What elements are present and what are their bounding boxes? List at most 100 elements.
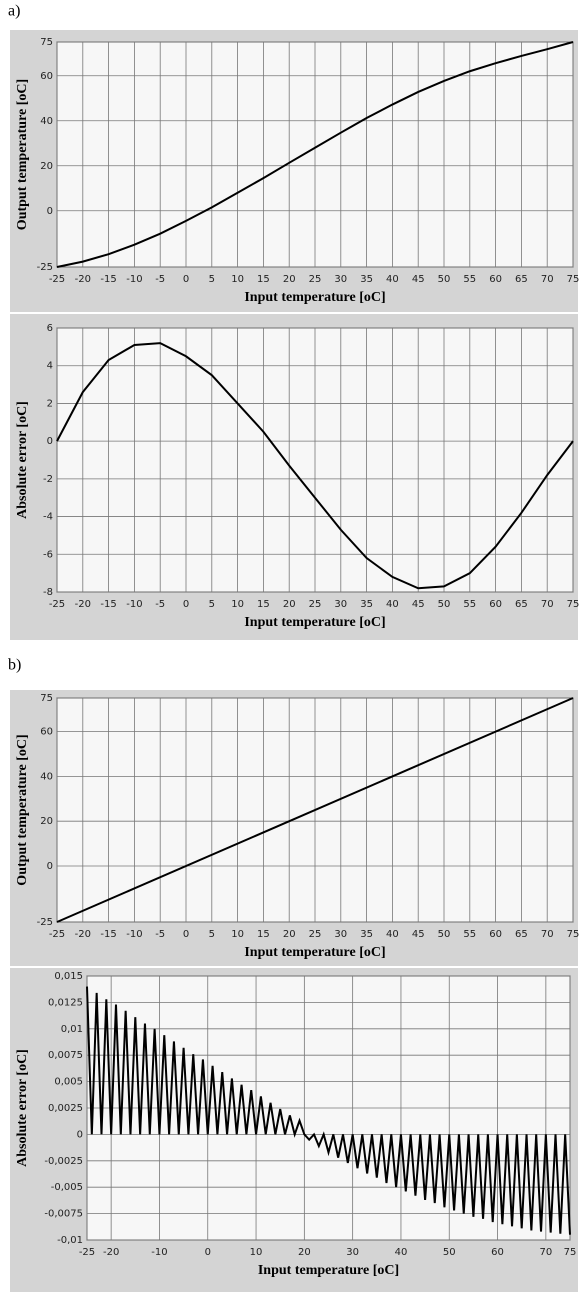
x-tick-label: 60 [489, 274, 502, 285]
y-tick-label: 20 [40, 816, 53, 827]
y-tick-label: -4 [43, 512, 53, 523]
y-axis-title: Output temperature [oC] [15, 734, 30, 885]
x-tick-label: 70 [541, 599, 554, 610]
x-axis-title: Input temperature [oC] [258, 1263, 399, 1278]
x-tick-label: 45 [412, 274, 425, 285]
x-tick-label: 0 [205, 1247, 211, 1258]
x-tick-label: 55 [463, 599, 476, 610]
x-tick-label: 75 [564, 1247, 577, 1258]
x-tick-label: -20 [75, 274, 91, 285]
x-tick-label: 40 [386, 274, 399, 285]
y-axis-title: Absolute error [oC] [15, 1049, 30, 1167]
x-tick-label: -5 [155, 929, 165, 940]
y-tick-label: -0,005 [51, 1182, 83, 1193]
x-tick-label: 10 [250, 1247, 263, 1258]
x-tick-label: 10 [231, 274, 244, 285]
x-tick-label: 0 [183, 929, 189, 940]
x-tick-label: -10 [126, 599, 142, 610]
x-tick-label: 60 [489, 599, 502, 610]
x-tick-label: -5 [155, 599, 165, 610]
x-tick-label: -25 [49, 599, 65, 610]
panel-label: b) [8, 657, 21, 674]
y-tick-label: 0,005 [54, 1077, 83, 1088]
x-tick-label: 10 [231, 929, 244, 940]
y-tick-label: -8 [43, 587, 53, 598]
x-tick-label: 45 [412, 929, 425, 940]
x-tick-label: 20 [298, 1247, 311, 1258]
x-tick-label: 20 [283, 929, 296, 940]
x-tick-label: 45 [412, 599, 425, 610]
data-line [56, 41, 574, 268]
x-tick-label: -25 [79, 1247, 95, 1258]
y-tick-label: -25 [37, 262, 53, 273]
y-tick-label: -0,0025 [44, 1156, 83, 1167]
x-tick-label: -5 [155, 274, 165, 285]
x-tick-label: 15 [257, 274, 270, 285]
data-line [56, 697, 574, 923]
x-tick-label: 65 [515, 274, 528, 285]
x-tick-label: 60 [491, 1247, 504, 1258]
y-tick-label: 0,0125 [48, 997, 83, 1008]
y-tick-label: 0,01 [61, 1024, 83, 1035]
y-tick-label: 0,0075 [48, 1050, 83, 1061]
x-tick-label: 5 [209, 599, 215, 610]
x-tick-label: -15 [100, 599, 116, 610]
x-tick-label: -15 [100, 929, 116, 940]
y-tick-label: 75 [40, 693, 53, 704]
x-tick-label: 30 [334, 274, 347, 285]
x-tick-label: -25 [49, 274, 65, 285]
x-tick-label: 75 [567, 929, 579, 940]
x-tick-label: 10 [231, 599, 244, 610]
x-tick-label: -20 [75, 599, 91, 610]
x-tick-label: -15 [100, 274, 116, 285]
x-tick-label: 0 [183, 599, 189, 610]
y-tick-label: 60 [40, 71, 53, 82]
y-tick-label: -6 [43, 549, 53, 560]
x-tick-label: 0 [183, 274, 189, 285]
x-tick-label: -25 [49, 929, 65, 940]
y-tick-label: 0 [77, 1129, 83, 1140]
x-tick-label: 30 [334, 929, 347, 940]
x-tick-label: 40 [386, 929, 399, 940]
x-tick-label: 50 [438, 929, 451, 940]
x-tick-label: 60 [489, 929, 502, 940]
x-tick-label: -20 [75, 929, 91, 940]
x-tick-label: 25 [309, 599, 322, 610]
x-tick-label: -10 [126, 274, 142, 285]
x-tick-label: 15 [257, 929, 270, 940]
x-tick-label: 70 [541, 929, 554, 940]
x-tick-label: 35 [360, 274, 373, 285]
x-tick-label: 75 [567, 274, 579, 285]
y-tick-label: 40 [40, 771, 53, 782]
x-tick-label: 20 [283, 599, 296, 610]
y-tick-label: 0 [47, 206, 53, 217]
x-tick-label: 25 [309, 274, 322, 285]
x-tick-label: 70 [539, 1247, 552, 1258]
x-tick-label: 40 [395, 1247, 408, 1258]
x-tick-label: 35 [360, 929, 373, 940]
panel-label: a) [8, 3, 20, 20]
y-tick-label: 6 [47, 323, 53, 334]
x-tick-label: 5 [209, 274, 215, 285]
y-tick-label: 0,0025 [48, 1103, 83, 1114]
y-tick-label: -0,01 [57, 1235, 83, 1246]
x-tick-label: -10 [126, 929, 142, 940]
y-tick-label: 0 [47, 436, 53, 447]
y-axis-title: Output temperature [oC] [15, 79, 30, 230]
x-tick-label: 65 [515, 929, 528, 940]
x-tick-label: 50 [443, 1247, 456, 1258]
y-tick-label: 75 [40, 37, 53, 48]
y-tick-label: -25 [37, 917, 53, 928]
x-tick-label: 75 [567, 599, 579, 610]
data-line [86, 986, 571, 1235]
y-tick-label: 4 [47, 361, 53, 372]
x-tick-label: 15 [257, 599, 270, 610]
x-tick-label: 55 [463, 929, 476, 940]
x-tick-label: 50 [438, 274, 451, 285]
y-tick-label: -2 [43, 474, 53, 485]
y-tick-label: 2 [47, 398, 53, 409]
x-tick-label: 40 [386, 599, 399, 610]
x-tick-label: 50 [438, 599, 451, 610]
y-tick-label: 60 [40, 727, 53, 738]
x-axis-title: Input temperature [oC] [244, 290, 385, 305]
